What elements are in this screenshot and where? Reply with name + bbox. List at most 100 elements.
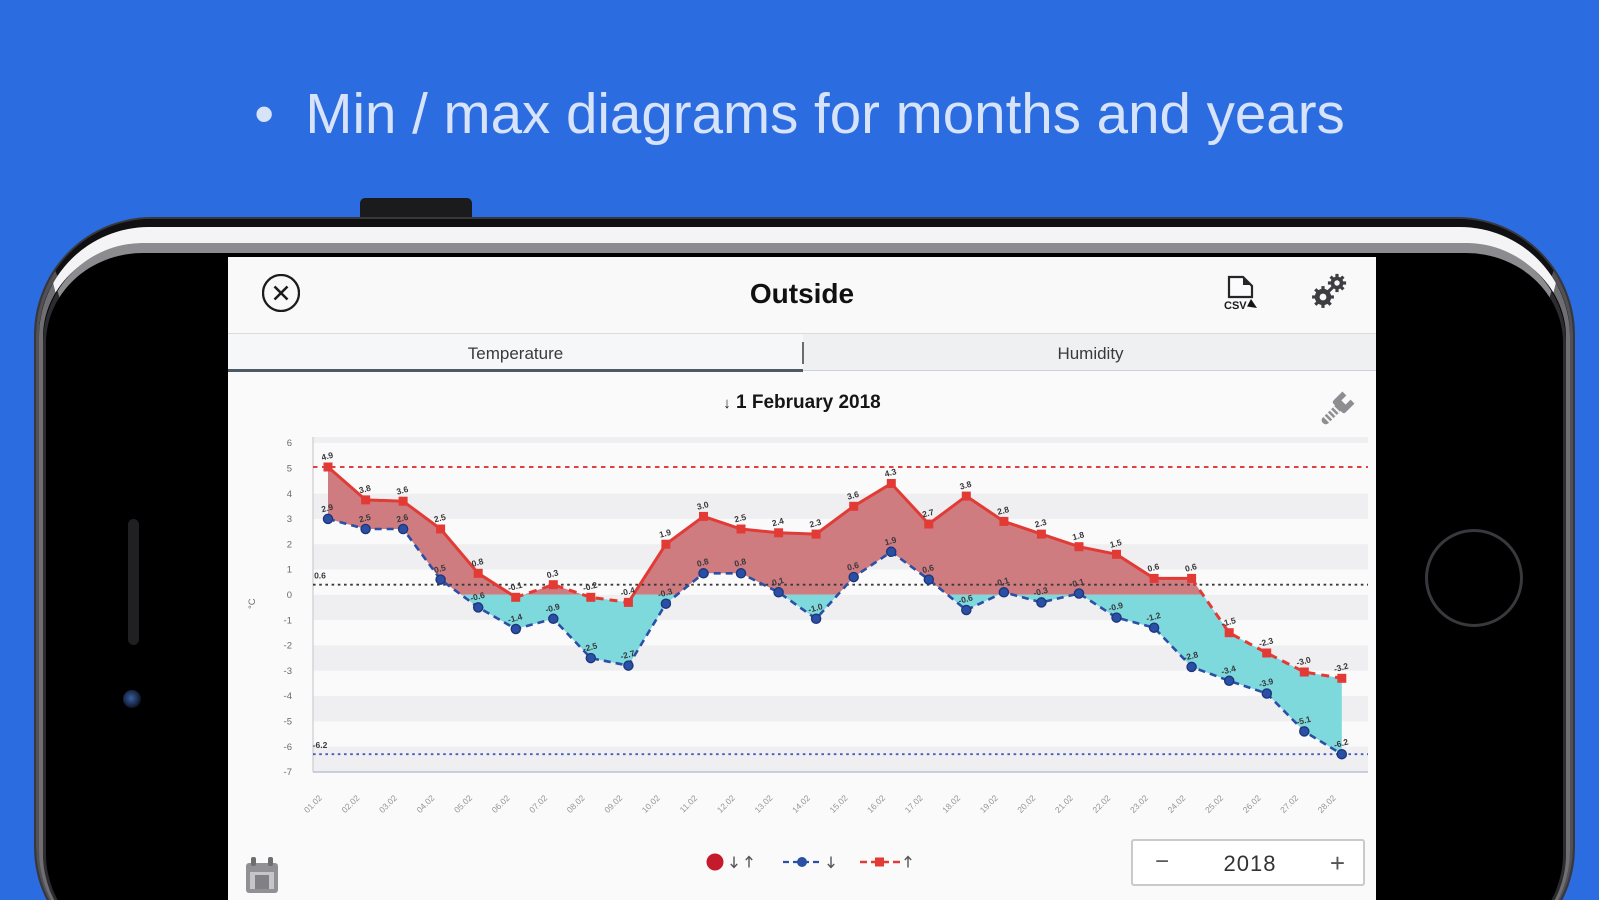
svg-text:0.8: 0.8 <box>733 556 747 569</box>
svg-text:-0.4: -0.4 <box>619 585 636 599</box>
svg-text:19.02: 19.02 <box>978 793 1000 815</box>
svg-text:-2.7: -2.7 <box>619 648 636 662</box>
svg-text:1.5: 1.5 <box>1109 537 1123 550</box>
svg-text:27.02: 27.02 <box>1278 793 1300 815</box>
svg-text:-0.9: -0.9 <box>544 601 561 615</box>
svg-text:15.02: 15.02 <box>828 793 850 815</box>
svg-text:06.02: 06.02 <box>490 793 512 815</box>
svg-text:3.8: 3.8 <box>959 479 973 492</box>
svg-text:1: 1 <box>287 565 292 576</box>
svg-text:-6.2: -6.2 <box>1333 737 1350 751</box>
svg-text:11.02: 11.02 <box>678 793 700 815</box>
svg-text:17.02: 17.02 <box>903 793 925 815</box>
svg-text:-0.2: -0.2 <box>582 580 599 594</box>
svg-text:-0.3: -0.3 <box>1032 585 1049 599</box>
svg-text:-4: -4 <box>284 691 292 702</box>
svg-text:2.7: 2.7 <box>921 507 935 520</box>
svg-text:03.02: 03.02 <box>377 793 399 815</box>
svg-text:-2.5: -2.5 <box>582 640 599 654</box>
svg-text:07.02: 07.02 <box>527 793 549 815</box>
svg-text:-7: -7 <box>284 767 292 778</box>
svg-text:12.02: 12.02 <box>715 793 737 815</box>
svg-text:-5: -5 <box>284 717 292 728</box>
svg-text:28.02: 28.02 <box>1316 793 1338 815</box>
svg-text:-0.9: -0.9 <box>1107 600 1124 614</box>
svg-text:2.9: 2.9 <box>320 502 334 515</box>
svg-text:-3.9: -3.9 <box>1258 676 1275 690</box>
svg-text:4: 4 <box>287 489 292 500</box>
svg-text:0.1: 0.1 <box>771 575 785 588</box>
svg-text:1.8: 1.8 <box>1071 529 1085 542</box>
svg-text:10.02: 10.02 <box>640 793 662 815</box>
svg-text:6: 6 <box>287 438 292 449</box>
svg-text:0.6: 0.6 <box>1146 561 1160 574</box>
svg-text:0.3: 0.3 <box>546 567 560 580</box>
svg-text:0.1: 0.1 <box>1071 576 1085 589</box>
svg-text:-3.4: -3.4 <box>1220 663 1237 677</box>
svg-text:0.6: 0.6 <box>1184 561 1198 574</box>
svg-text:-2.3: -2.3 <box>1258 635 1275 649</box>
svg-text:-6.2: -6.2 <box>313 740 328 750</box>
svg-text:0.8: 0.8 <box>696 556 710 569</box>
svg-text:25.02: 25.02 <box>1203 793 1225 815</box>
svg-text:2.4: 2.4 <box>771 515 785 528</box>
svg-text:2.3: 2.3 <box>808 517 822 530</box>
svg-text:-0.1: -0.1 <box>507 580 524 594</box>
svg-text:-5.1: -5.1 <box>1295 714 1312 728</box>
svg-text:-2: -2 <box>284 641 292 652</box>
svg-text:22.02: 22.02 <box>1090 793 1112 815</box>
svg-text:26.02: 26.02 <box>1241 793 1263 815</box>
svg-text:4.3: 4.3 <box>883 466 897 479</box>
svg-text:4.9: 4.9 <box>320 450 334 463</box>
svg-text:-6: -6 <box>284 742 292 753</box>
svg-text:3: 3 <box>287 514 292 525</box>
svg-text:-1.4: -1.4 <box>507 611 524 625</box>
svg-text:05.02: 05.02 <box>452 793 474 815</box>
svg-text:16.02: 16.02 <box>865 793 887 815</box>
svg-text:-2.8: -2.8 <box>1182 649 1199 663</box>
svg-text:08.02: 08.02 <box>565 793 587 815</box>
svg-text:2: 2 <box>287 539 292 550</box>
svg-text:21.02: 21.02 <box>1053 793 1075 815</box>
svg-text:0.6: 0.6 <box>921 562 935 575</box>
svg-text:3.0: 3.0 <box>696 499 710 512</box>
svg-text:°C: °C <box>247 598 258 609</box>
svg-text:-0.6: -0.6 <box>469 590 486 604</box>
svg-text:5: 5 <box>287 464 292 475</box>
svg-text:CSV: CSV <box>1224 300 1247 312</box>
svg-text:13.02: 13.02 <box>752 793 774 815</box>
svg-text:2.8: 2.8 <box>996 504 1010 517</box>
svg-text:1.9: 1.9 <box>658 527 672 540</box>
svg-text:24.02: 24.02 <box>1165 793 1187 815</box>
svg-text:2.5: 2.5 <box>433 512 447 525</box>
svg-text:-3.0: -3.0 <box>1295 654 1312 668</box>
svg-text:04.02: 04.02 <box>414 793 436 815</box>
svg-text:0: 0 <box>287 590 292 601</box>
svg-text:0.8: 0.8 <box>470 556 484 569</box>
svg-text:1.9: 1.9 <box>883 534 897 547</box>
svg-text:-0.6: -0.6 <box>957 592 974 606</box>
svg-text:23.02: 23.02 <box>1128 793 1150 815</box>
svg-text:3.8: 3.8 <box>358 483 372 496</box>
svg-text:0.1: 0.1 <box>996 575 1010 588</box>
svg-text:3.6: 3.6 <box>395 484 409 497</box>
svg-text:-1: -1 <box>284 615 292 626</box>
svg-text:0.6: 0.6 <box>846 560 860 573</box>
svg-text:02.02: 02.02 <box>339 793 361 815</box>
svg-text:0.6: 0.6 <box>314 571 326 581</box>
svg-text:-3: -3 <box>284 666 292 677</box>
svg-text:-1.0: -1.0 <box>807 601 824 615</box>
svg-text:18.02: 18.02 <box>940 793 962 815</box>
svg-text:09.02: 09.02 <box>602 793 624 815</box>
svg-text:14.02: 14.02 <box>790 793 812 815</box>
svg-text:3.6: 3.6 <box>846 489 860 502</box>
svg-text:-0.3: -0.3 <box>657 586 674 600</box>
svg-text:20.02: 20.02 <box>1015 793 1037 815</box>
svg-text:01.02: 01.02 <box>302 793 324 815</box>
svg-text:-3.2: -3.2 <box>1333 661 1350 675</box>
svg-text:0.5: 0.5 <box>433 562 447 575</box>
svg-text:2.5: 2.5 <box>733 512 747 525</box>
svg-text:2.5: 2.5 <box>358 512 372 525</box>
svg-text:2.3: 2.3 <box>1034 517 1048 530</box>
svg-text:-1.2: -1.2 <box>1145 610 1162 624</box>
